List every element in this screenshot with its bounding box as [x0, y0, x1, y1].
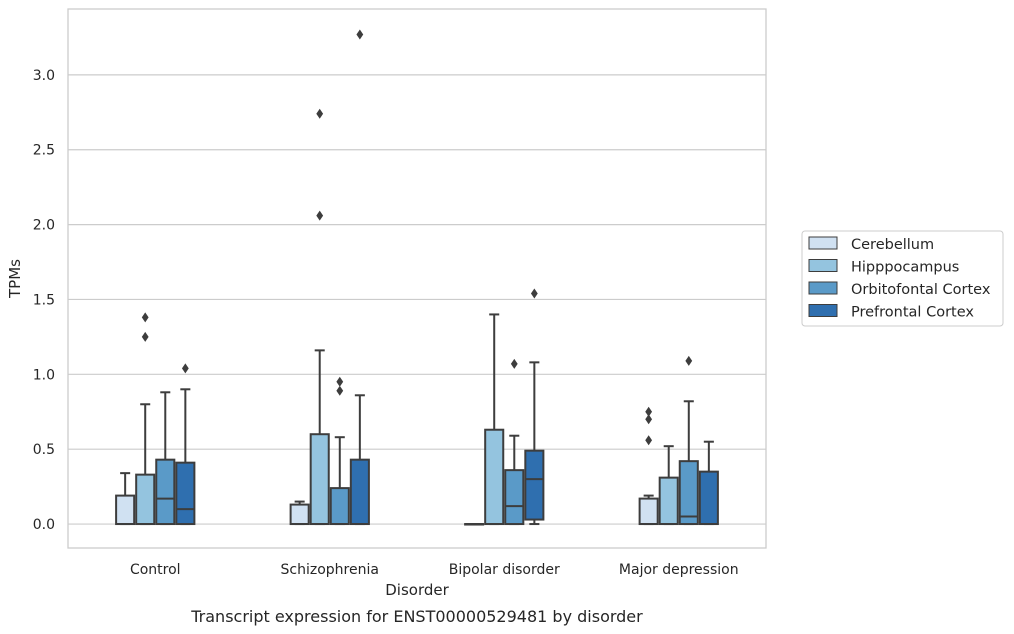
outlier-point	[645, 435, 653, 446]
outlier-point	[336, 376, 344, 387]
legend-label: Hipppocampus	[851, 260, 959, 276]
legend-label: Orbitofontal Cortex	[851, 282, 991, 298]
box-cerebellum	[289, 500, 310, 526]
y-tick-label: 2.0	[33, 218, 55, 234]
outlier-point	[316, 210, 324, 221]
gridlines	[68, 74, 766, 525]
legend-label: Cerebellum	[851, 237, 934, 253]
box-hipppocampus	[484, 313, 505, 526]
x-axis-ticks: Control Schizophrenia Bipolar disorder Majo…	[130, 562, 739, 578]
outlier-point	[645, 406, 653, 417]
legend-label: Prefrontal Cortex	[851, 305, 974, 321]
box-iqr	[309, 433, 330, 526]
outlier-point	[316, 108, 324, 119]
y-tick-label: 2.5	[33, 143, 55, 159]
outlier-point	[510, 358, 518, 369]
outlier-point	[356, 29, 364, 40]
box-iqr	[175, 461, 196, 526]
outlier-point	[141, 331, 149, 342]
box-iqr	[484, 428, 505, 526]
box-orbitofontal-cortex	[329, 376, 350, 526]
x-tick-label: Major depression	[619, 562, 739, 578]
outlier-point	[530, 288, 538, 299]
y-axis-ticks: 0.0 0.5 1.0 1.5 2.0 2.5 3.0	[33, 68, 55, 533]
y-tick-label: 0.5	[33, 442, 55, 458]
y-tick-label: 3.0	[33, 68, 55, 84]
outlier-point	[181, 363, 189, 374]
box-cerebellum	[638, 406, 659, 526]
x-tick-label: Bipolar disorder	[449, 562, 560, 578]
legend-swatch	[808, 259, 838, 272]
chart-caption: Transcript expression for ENST0000052948…	[190, 607, 643, 626]
box-iqr	[289, 503, 310, 526]
x-tick-label: Schizophrenia	[281, 562, 379, 578]
y-axis-title: TPMs	[6, 259, 24, 299]
box-cerebellum	[115, 472, 136, 526]
outlier-point	[645, 414, 653, 425]
box-hipppocampus	[658, 445, 679, 526]
box-cerebellum	[464, 523, 485, 526]
box-prefrontal-cortex	[349, 29, 370, 526]
box-iqr	[504, 469, 525, 526]
legend-swatch	[808, 236, 838, 250]
y-tick-label: 1.0	[33, 367, 55, 383]
y-tick-label: 1.5	[33, 292, 55, 308]
box-prefrontal-cortex	[698, 440, 719, 526]
box-orbitofontal-cortex	[678, 355, 699, 526]
box-prefrontal-cortex	[175, 363, 196, 526]
box-prefrontal-cortex	[524, 288, 545, 526]
box-iqr	[658, 476, 679, 526]
box-iqr	[698, 470, 719, 526]
box-orbitofontal-cortex	[504, 358, 525, 526]
legend: Cerebellum Hipppocampus Orbitofontal Corte…	[801, 230, 1004, 327]
box-iqr	[678, 460, 699, 526]
box-iqr	[524, 449, 545, 521]
box-hipppocampus	[135, 312, 156, 526]
x-axis-title: Disorder	[385, 581, 449, 599]
box-iqr	[638, 497, 659, 526]
legend-swatch	[808, 304, 838, 317]
box-hipppocampus	[309, 108, 330, 526]
outlier-point	[336, 385, 344, 396]
box-series-layer	[115, 29, 719, 526]
legend-swatch	[808, 281, 838, 295]
legend-frame	[801, 230, 1004, 327]
x-tick-label: Control	[130, 562, 181, 578]
box-iqr	[349, 458, 370, 526]
box-iqr	[155, 458, 176, 526]
y-tick-label: 0.0	[33, 517, 55, 533]
box-orbitofontal-cortex	[155, 391, 176, 526]
box-iqr	[135, 473, 156, 526]
outlier-point	[685, 355, 693, 366]
box-iqr	[115, 494, 136, 526]
box-iqr	[329, 487, 350, 526]
plot-area-frame	[67, 8, 767, 549]
outlier-point	[141, 312, 149, 323]
